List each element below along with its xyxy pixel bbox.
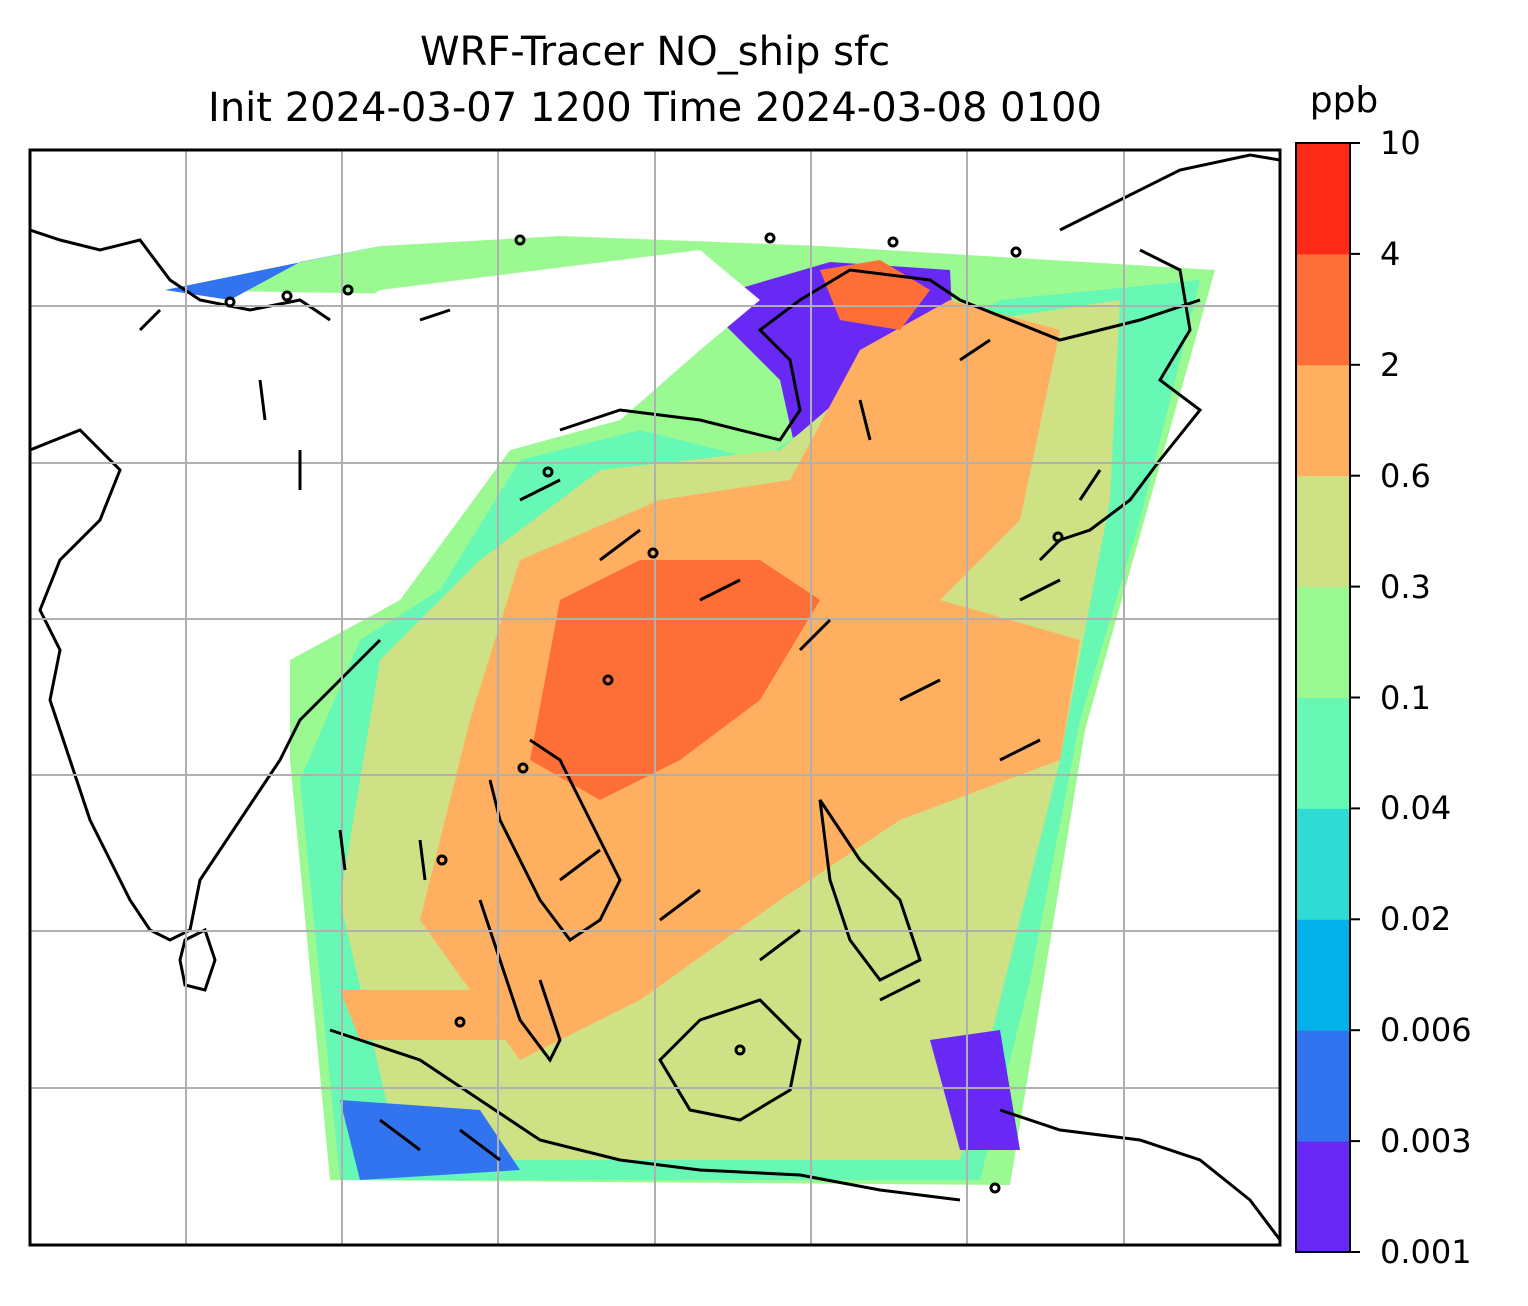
colorbar-tick-label: 4 — [1380, 234, 1401, 273]
wind-barb — [879, 978, 921, 1002]
calm-marker — [514, 234, 526, 246]
colorbar-tick-label: 2 — [1380, 345, 1401, 384]
colorbar-unit-label: ppb — [1309, 80, 1379, 121]
colorbar-segment — [1296, 919, 1350, 1031]
colorbar-segment — [1296, 1141, 1350, 1253]
wind-barb — [338, 829, 347, 871]
calm-marker — [734, 1044, 746, 1056]
wind-barb — [999, 738, 1041, 762]
wind-barb — [798, 618, 832, 652]
colorbar — [1295, 142, 1360, 1253]
calm-marker — [342, 284, 354, 296]
calm-marker — [764, 232, 776, 244]
field-southwest-band — [340, 990, 520, 1040]
colorbar-tick-label: 0.1 — [1380, 678, 1431, 717]
coastline-new-guinea — [999, 1108, 1280, 1241]
wind-barbs — [138, 308, 1102, 1162]
colorbar-segment — [1296, 143, 1350, 255]
calm-marker — [647, 547, 659, 559]
wind-barb — [858, 399, 872, 441]
colorbar-segment — [1296, 364, 1350, 477]
coastline-sumatra-java — [329, 1028, 961, 1202]
wind-barb — [1078, 469, 1102, 501]
colorbar-tick-label: 10 — [1380, 124, 1421, 162]
wind-barb — [699, 578, 741, 602]
calm-marker — [1052, 531, 1064, 543]
calm-marker — [517, 762, 529, 774]
map-title-line-1: WRF-Tracer NO_ship sfc — [419, 29, 891, 75]
calm-marker — [989, 1182, 1001, 1194]
field-south-low — [340, 1100, 520, 1180]
gridlines — [30, 150, 1280, 1245]
coastline-russia-ne — [1059, 153, 1280, 232]
calm-marker — [454, 1016, 466, 1028]
field-southeast-low — [930, 1030, 1020, 1150]
wind-barb — [379, 1118, 421, 1152]
wind-barb — [258, 379, 267, 421]
wind-barb — [899, 678, 941, 702]
field-blank-interior — [200, 250, 760, 660]
wind-barb — [759, 928, 801, 962]
coastline-korea-japan — [1038, 248, 1203, 562]
colorbar-tick-label: 0.04 — [1380, 789, 1452, 828]
coastline-china-east — [559, 268, 1201, 442]
wind-barb — [959, 338, 991, 362]
wind-barb — [418, 839, 427, 881]
wind-barb — [459, 1128, 501, 1162]
map-frame — [28, 148, 1282, 1247]
coastline-india — [30, 428, 382, 942]
wind-barb — [419, 308, 451, 322]
field-low-northwest — [165, 246, 380, 300]
colorbar-tick-label: 0.001 — [1380, 1233, 1472, 1271]
colorbar-tick-label: 0.3 — [1380, 567, 1431, 606]
calm-marker — [602, 674, 614, 686]
calm-marker — [224, 296, 236, 308]
wind-barb — [599, 528, 641, 562]
colorbar-segment — [1296, 253, 1350, 366]
coastline-indochina — [488, 738, 622, 943]
colorbar-tick-label: 0.003 — [1380, 1122, 1472, 1161]
map-title-line-2: Init 2024-03-07 1200 Time 2024-03-08 010… — [208, 85, 1102, 131]
colorbar-segment — [1296, 586, 1350, 698]
colorbar-segment — [1296, 1030, 1350, 1142]
coastline-philippines — [818, 799, 922, 982]
calm-marker — [1010, 246, 1022, 258]
coastlines — [30, 153, 1280, 1241]
wind-barb — [138, 308, 162, 332]
wind-barb — [559, 848, 601, 882]
colorbar-segment — [1296, 808, 1350, 920]
colorbar-tick-label: 0.02 — [1380, 900, 1452, 939]
coastline-malay — [478, 899, 562, 1063]
wind-barb — [1019, 578, 1061, 602]
wind-barb — [519, 478, 561, 502]
colorbar-tick-label: 0.6 — [1380, 456, 1431, 495]
coastline-west-asia — [30, 228, 331, 322]
colorbar-segment — [1296, 697, 1350, 809]
calm-marker — [436, 854, 448, 866]
calm-marker — [542, 466, 554, 478]
concentration-field — [165, 236, 1215, 1185]
calm-wind-markers — [224, 232, 1064, 1194]
wind-barb — [659, 888, 701, 922]
colorbar-segment — [1296, 475, 1350, 588]
calm-marker — [281, 290, 293, 302]
colorbar-tick-label: 0.006 — [1380, 1011, 1472, 1050]
coastline-borneo — [658, 998, 802, 1122]
calm-marker — [887, 236, 899, 248]
